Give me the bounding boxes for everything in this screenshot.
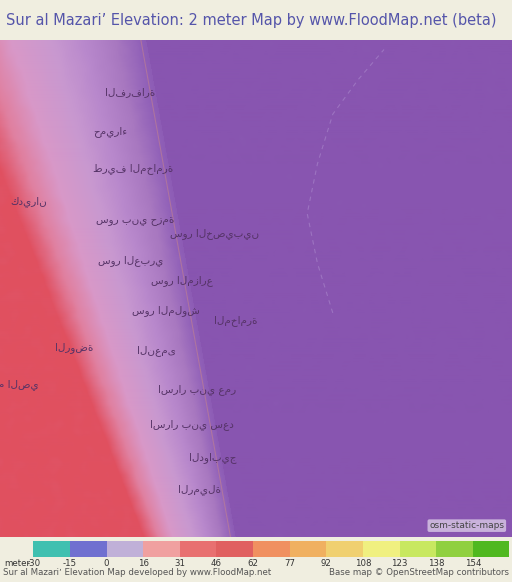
Text: سور المزارع: سور المزارع [151,275,212,286]
Text: 77: 77 [284,559,295,568]
Text: Base map © OpenStreetMap contributors: Base map © OpenStreetMap contributors [329,567,509,577]
Text: Sur al Mazariʼ Elevation Map developed by www.FloodMap.net: Sur al Mazariʼ Elevation Map developed b… [3,567,271,577]
Text: المخامرة: المخامرة [214,315,257,326]
Bar [33,541,70,558]
Text: 16: 16 [138,559,148,568]
Text: حميراء: حميراء [93,126,127,137]
Text: 92: 92 [321,559,332,568]
Text: سور بني حزمة: سور بني حزمة [96,216,175,226]
Bar [70,541,106,558]
Text: Sur al Mazariʼ Elevation: 2 meter Map by www.FloodMap.net (beta): Sur al Mazariʼ Elevation: 2 meter Map by… [6,13,497,28]
Bar [217,541,253,558]
Text: كديران: كديران [11,196,48,207]
Text: 31: 31 [174,559,185,568]
Bar [143,541,180,558]
Text: طريف المخامرة: طريف المخامرة [93,164,173,174]
Text: اسرار بني سعد: اسرار بني سعد [150,419,234,430]
Text: النعمى: النعمى [137,345,176,356]
Bar [363,541,399,558]
Text: الروضة: الروضة [55,342,93,353]
Text: 62: 62 [247,559,259,568]
Text: الرميلة: الرميلة [178,484,221,495]
Text: 108: 108 [355,559,371,568]
Bar [180,541,217,558]
Text: 46: 46 [211,559,222,568]
Bar [106,541,143,558]
Bar [253,541,290,558]
Text: 138: 138 [428,559,444,568]
Bar [436,541,473,558]
Text: meter: meter [5,559,31,568]
Text: اسرار بني عمر: اسرار بني عمر [158,385,236,395]
Bar [290,541,326,558]
Text: 123: 123 [391,559,408,568]
Text: 154: 154 [464,559,481,568]
Text: -30: -30 [26,559,40,568]
Bar [399,541,436,558]
Text: ام الصي: ام الصي [0,379,38,391]
Bar [326,541,363,558]
Text: سور الملوش: سور الملوش [133,305,200,316]
Text: سور الخصيبين: سور الخصيبين [170,228,260,239]
Text: الدوابيج: الدوابيج [189,452,236,463]
Bar [473,541,509,558]
Text: osm-static-maps: osm-static-maps [430,521,504,530]
Text: الفرفارة: الفرفارة [105,87,156,97]
Text: سور العبري: سور العبري [98,255,163,266]
Text: 0: 0 [104,559,109,568]
Text: -15: -15 [63,559,77,568]
